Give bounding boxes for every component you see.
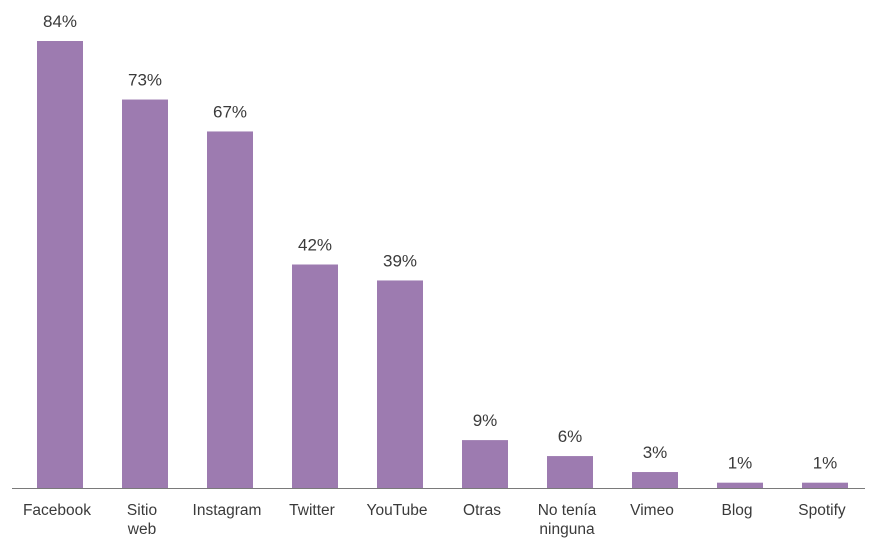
x-tick-label-line: Instagram [193,502,262,519]
x-tick-label-line: ninguna [539,521,595,538]
x-tick-label-4: YouTube [367,502,428,519]
x-tick-label-0: Facebook [23,502,91,519]
bar-0 [37,41,83,488]
bar-5 [462,440,508,488]
x-tick-label-6: No tenía ninguna [538,502,597,538]
value-labels-group: 84% 73% 67% 42% 39% 9% 6% 3% 1% 1% [43,12,837,473]
bar-1 [122,99,168,489]
x-tick-label-line: Sitio [127,502,157,519]
bar-8 [717,482,763,488]
bar-9 [802,482,848,488]
bar-value-label-6: 6% [558,427,583,446]
x-tick-label-1: Sitio web [127,502,157,538]
x-tick-label-line: Facebook [23,502,91,519]
x-tick-label-line: No tenía [538,502,597,519]
bar-value-label-7: 3% [643,443,668,462]
x-tick-label-3: Twitter [289,502,335,519]
bar-value-label-1: 73% [128,71,162,90]
x-tick-labels-group: Facebook Sitio web Instagram Twitter YouTube O… [23,502,846,538]
x-tick-label-line: Blog [721,502,752,519]
x-tick-label-line: YouTube [367,502,428,519]
bar-value-label-4: 39% [383,251,417,270]
x-tick-label-line: Vimeo [630,502,674,519]
x-tick-label-line: Otras [463,502,501,519]
x-tick-label-line: Spotify [798,502,846,519]
x-tick-label-5: Otras [463,502,501,519]
x-tick-label-2: Instagram [193,502,262,519]
bar-value-label-5: 9% [473,411,498,430]
bar-value-label-3: 42% [298,236,332,255]
x-tick-label-line: Twitter [289,502,335,519]
bar-2 [207,131,253,488]
bar-value-label-2: 67% [213,102,247,121]
x-tick-label-7: Vimeo [630,502,674,519]
bar-value-label-0: 84% [43,12,77,31]
x-tick-label-line: web [127,521,156,538]
bar-value-label-8: 1% [728,454,753,473]
bar-4 [377,280,423,488]
bar-value-label-9: 1% [813,454,838,473]
x-tick-label-8: Blog [721,502,752,519]
x-tick-label-9: Spotify [798,502,846,519]
bars-group [37,41,848,489]
bar-3 [292,264,338,488]
bar-6 [547,456,593,488]
bar-7 [632,472,678,488]
